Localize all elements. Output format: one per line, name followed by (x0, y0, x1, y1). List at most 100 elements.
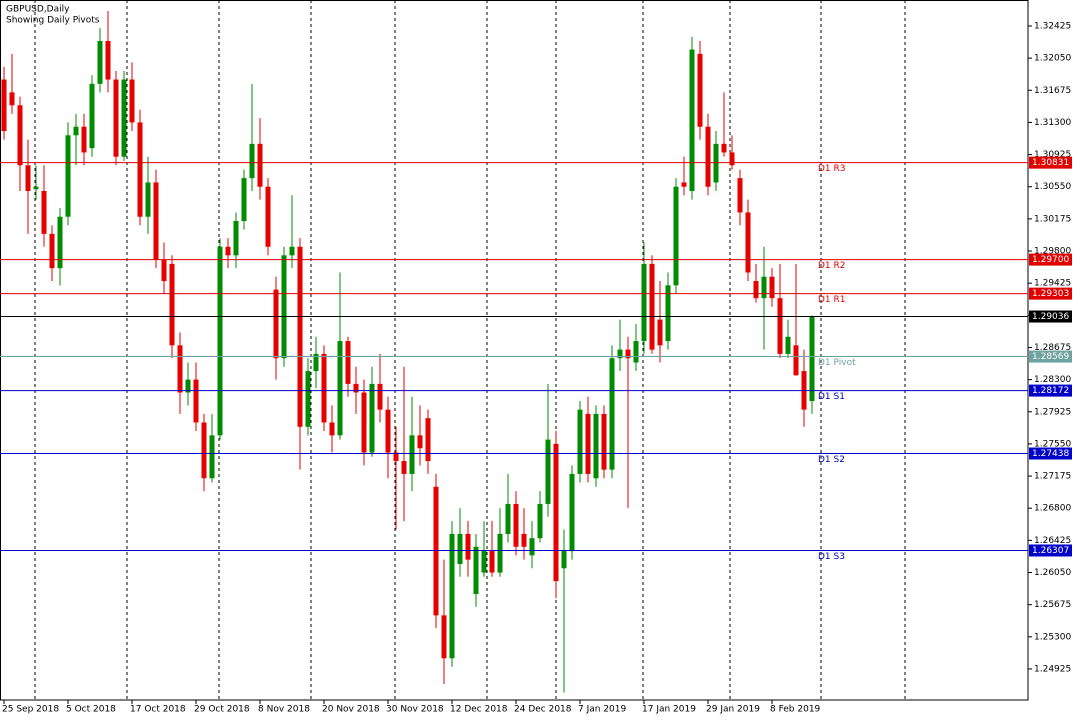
candle-body (401, 461, 407, 474)
candle-body (337, 341, 343, 436)
candle-body (489, 551, 495, 573)
x-tick-label: 29 Oct 2018 (194, 705, 250, 715)
pivot-price-box (1029, 156, 1072, 169)
x-tick-label: 17 Oct 2018 (130, 705, 186, 715)
candle-body (793, 345, 799, 376)
candle-body (473, 546, 479, 594)
x-tick-label: 8 Nov 2018 (258, 705, 310, 715)
candle-body (9, 92, 15, 106)
candle-body (225, 246, 231, 256)
candle-body (81, 126, 87, 153)
candle-body (625, 349, 631, 359)
candle-body (433, 486, 439, 616)
pivot-name: D1 Pivot (818, 358, 856, 368)
candle-body (233, 221, 239, 256)
candle-body (665, 285, 671, 342)
y-tick-label: 1.26800 (1034, 504, 1071, 514)
candle-body (449, 533, 455, 659)
candle-body (425, 418, 431, 462)
candle-body (273, 289, 279, 359)
y-tick-label: 1.29800 (1034, 247, 1071, 257)
candle-body (585, 413, 591, 474)
y-tick-label: 1.27175 (1034, 472, 1071, 482)
x-tick-label: 30 Nov 2018 (386, 705, 444, 715)
y-tick-label: 1.31300 (1034, 118, 1071, 128)
candle-body (713, 143, 719, 183)
candle-body (601, 413, 607, 470)
candle-body (745, 212, 751, 273)
candle-body (73, 126, 79, 136)
candle-body (353, 383, 359, 393)
x-tick-label: 7 Jan 2019 (578, 705, 626, 715)
pivot-name: D1 R1 (818, 295, 846, 305)
y-tick-label: 1.30925 (1034, 150, 1071, 160)
y-tick-label: 1.30550 (1034, 182, 1071, 192)
x-tick-label: 17 Jan 2019 (642, 705, 696, 715)
pivot-price-label: 1.27438 (1032, 449, 1069, 459)
candle-body (209, 435, 215, 479)
candle-body (705, 126, 711, 187)
pivot-price-box (1029, 350, 1072, 363)
candle-body (697, 53, 703, 127)
candle-body (129, 79, 135, 123)
candle-body (545, 439, 551, 504)
candle-body (513, 503, 519, 547)
pivot-price-label: 1.29700 (1032, 255, 1069, 265)
candle-body (57, 216, 63, 269)
x-tick-label: 12 Dec 2018 (450, 705, 508, 715)
candle-body (633, 341, 639, 363)
pivot-price-box (1029, 384, 1072, 397)
y-tick-label: 1.25300 (1034, 632, 1071, 642)
plot-frame (0, 0, 1029, 701)
candle-body (369, 383, 375, 453)
candle-body (729, 152, 735, 166)
y-tick-label: 1.24925 (1034, 664, 1071, 674)
y-tick-label: 1.31675 (1034, 86, 1071, 96)
candle-body (137, 122, 143, 217)
candle-body (97, 40, 103, 84)
candle-body (785, 336, 791, 354)
candle-body (617, 349, 623, 359)
candle-body (561, 551, 567, 569)
candle-body (177, 345, 183, 393)
candle-body (537, 503, 543, 539)
candles (1, 10, 815, 693)
candle-body (777, 298, 783, 354)
candle-body (377, 383, 383, 410)
x-tick-label: 25 Sep 2018 (2, 705, 59, 715)
candle-body (281, 255, 287, 359)
candle-body (609, 358, 615, 470)
candle-body (145, 182, 151, 217)
candle-body (25, 165, 31, 192)
candle-body (457, 533, 463, 564)
x-tick-label: 29 Jan 2019 (706, 705, 760, 715)
candle-body (89, 83, 95, 149)
pivot-price-label: 1.28172 (1032, 386, 1069, 396)
x-tick-label: 24 Dec 2018 (514, 705, 572, 715)
candle-body (249, 143, 255, 179)
last-price-box (1029, 310, 1072, 323)
pivot-name: D1 R2 (818, 261, 846, 271)
pivot-price-label: 1.29303 (1032, 289, 1069, 299)
candle-body (313, 353, 319, 372)
candle-body (737, 178, 743, 213)
candle-body (49, 233, 55, 269)
candle-body (153, 182, 159, 260)
candle-body (577, 409, 583, 474)
y-tick-label: 1.27925 (1034, 407, 1071, 417)
pivot-price-label: 1.30831 (1032, 158, 1069, 168)
candle-body (169, 263, 175, 346)
pivot-name: D1 R3 (818, 164, 846, 174)
candle-body (241, 178, 247, 222)
y-tick-label: 1.27550 (1034, 439, 1071, 449)
pivot-price-label: 1.28569 (1032, 352, 1069, 362)
candle-body (385, 409, 391, 453)
candle-body (569, 473, 575, 552)
y-tick-label: 1.25675 (1034, 600, 1071, 610)
candle-body (681, 182, 687, 187)
candle-body (721, 143, 727, 153)
y-tick-label: 1.30175 (1034, 214, 1071, 224)
pivot-name: D1 S2 (818, 455, 845, 465)
candle-body (441, 615, 447, 659)
